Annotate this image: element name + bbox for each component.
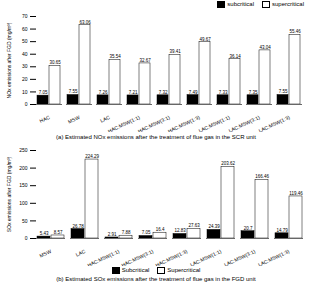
- svg-text:2.91: 2.91: [108, 232, 117, 237]
- html-text:(b) Estimated SOx emissions af: (b) Estimated SOx emissions after the tr…: [56, 276, 256, 282]
- svg-text:20.7: 20.7: [244, 226, 253, 231]
- svg-text:27.63: 27.63: [188, 223, 200, 228]
- svg-text:40: 40: [22, 51, 28, 57]
- svg-text:HAC:MSW(1:1): HAC:MSW(1:1): [107, 114, 141, 132]
- svg-text:LAC: LAC: [99, 114, 111, 124]
- svg-text:LAC:MSW(3:1): LAC:MSW(3:1): [228, 114, 261, 132]
- svg-text:LAC:MSW(1:3): LAC:MSW(1:3): [257, 248, 290, 266]
- svg-text:10: 10: [22, 89, 28, 95]
- svg-text:50: 50: [22, 38, 28, 44]
- svg-text:7.49: 7.49: [189, 90, 198, 95]
- svg-text:HAC:MSW(1:3): HAC:MSW(1:3): [154, 248, 188, 266]
- svg-text:35.54: 35.54: [109, 54, 121, 59]
- html-text:Supercritical: Supercritical: [167, 267, 201, 273]
- svg-text:250: 250: [19, 147, 28, 153]
- svg-text:26.78: 26.78: [72, 224, 84, 229]
- svg-text:200: 200: [19, 165, 28, 171]
- svg-text:NOx emissions after FGD (mg/m³: NOx emissions after FGD (mg/m³): [6, 22, 12, 98]
- svg-text:7.55: 7.55: [69, 89, 78, 94]
- svg-text:30: 30: [22, 63, 28, 69]
- svg-text:0: 0: [25, 101, 28, 107]
- svg-text:LAC:MSW(1:1): LAC:MSW(1:1): [189, 248, 222, 266]
- svg-text:39.41: 39.41: [169, 49, 181, 54]
- svg-text:SOx emissions after FGD (mg/m³: SOx emissions after FGD (mg/m³): [6, 156, 12, 232]
- svg-text:16.4: 16.4: [156, 227, 165, 232]
- svg-text:HAC:MSW(3:1): HAC:MSW(3:1): [137, 114, 171, 132]
- svg-text:HAC:MSW(1:1): HAC:MSW(1:1): [86, 248, 120, 266]
- svg-text:60: 60: [22, 26, 28, 32]
- svg-text:50: 50: [22, 218, 28, 224]
- svg-text:203.62: 203.62: [221, 161, 235, 166]
- html-text:(a) Estimated NOx emissions af: (a) Estimated NOx emissions after the tr…: [56, 134, 256, 140]
- svg-text:7.26: 7.26: [99, 90, 108, 95]
- svg-text:70: 70: [22, 13, 28, 19]
- svg-text:7.05: 7.05: [39, 90, 48, 95]
- svg-text:224.29: 224.29: [85, 154, 99, 159]
- svg-text:HAC:MSW(1:3): HAC:MSW(1:3): [167, 114, 201, 132]
- svg-text:36.14: 36.14: [229, 54, 241, 59]
- svg-text:8.57: 8.57: [54, 230, 63, 235]
- svg-text:63.06: 63.06: [79, 20, 91, 25]
- svg-text:MSW: MSW: [67, 114, 81, 125]
- svg-text:LAC:MSW(1:3): LAC:MSW(1:3): [258, 114, 291, 132]
- svg-text:150: 150: [19, 182, 28, 188]
- svg-text:100: 100: [19, 200, 28, 206]
- svg-text:119.46: 119.46: [289, 191, 303, 196]
- svg-text:12.83: 12.83: [174, 228, 186, 233]
- html-text:supercritical: supercritical: [272, 1, 304, 7]
- svg-text:55.46: 55.46: [289, 29, 301, 34]
- svg-text:32.67: 32.67: [139, 58, 151, 63]
- svg-text:7.55: 7.55: [279, 89, 288, 94]
- html-text:subcritical: subcritical: [227, 1, 254, 7]
- svg-text:7.33: 7.33: [219, 90, 228, 95]
- svg-text:43.04: 43.04: [259, 45, 271, 50]
- svg-text:7.35: 7.35: [249, 90, 258, 95]
- svg-text:7.21: 7.21: [129, 90, 138, 95]
- svg-text:HAC:MSW(3:1): HAC:MSW(3:1): [120, 248, 154, 266]
- svg-text:7.05: 7.05: [142, 230, 151, 235]
- svg-text:166.46: 166.46: [255, 174, 269, 179]
- svg-text:LAC:MSW(1:1): LAC:MSW(1:1): [198, 114, 231, 132]
- svg-text:7.88: 7.88: [122, 230, 131, 235]
- svg-text:LAC: LAC: [75, 248, 87, 258]
- svg-text:HAC: HAC: [38, 114, 50, 124]
- svg-text:MSW: MSW: [38, 248, 52, 259]
- svg-text:LAC:MSW(3:1): LAC:MSW(3:1): [223, 248, 256, 266]
- svg-text:5.43: 5.43: [40, 231, 49, 236]
- svg-text:30.65: 30.65: [49, 60, 61, 65]
- svg-text:20: 20: [22, 76, 28, 82]
- svg-text:14.79: 14.79: [276, 228, 288, 233]
- svg-text:7.32: 7.32: [159, 90, 168, 95]
- svg-text:0: 0: [25, 235, 28, 241]
- html-text:Subcritical: Subcritical: [121, 267, 150, 273]
- svg-text:24.39: 24.39: [208, 224, 220, 229]
- svg-text:49.67: 49.67: [199, 36, 211, 41]
